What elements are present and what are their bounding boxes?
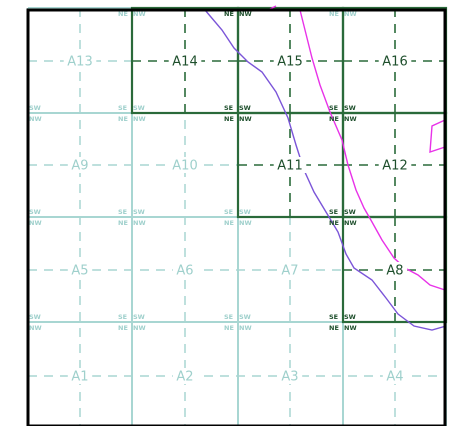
cell-label-bg bbox=[273, 53, 307, 69]
cell-label-bg bbox=[382, 368, 408, 384]
corner-label: SW bbox=[344, 104, 356, 112]
corner-label: SW bbox=[239, 208, 251, 216]
corner-label: SW bbox=[133, 313, 145, 321]
corner-label: NW bbox=[29, 324, 42, 332]
corner-label: NE bbox=[118, 324, 128, 332]
cell-label-a9: A9 bbox=[71, 159, 88, 174]
cell-label-bg bbox=[63, 53, 97, 69]
cell-label-a13: A13 bbox=[67, 55, 92, 70]
corner-label: NW bbox=[344, 115, 357, 123]
cell-label-bg bbox=[378, 53, 412, 69]
corner-label: NW bbox=[133, 10, 146, 18]
corner-label-layer: NE NW SE SW NE NW SE SW NE NW SE SW NE NW NE NW SE SW NE NW… bbox=[29, 10, 357, 332]
cell-label-bg bbox=[168, 157, 202, 173]
corner-label: SW bbox=[239, 313, 251, 321]
cell-label-a7: A7 bbox=[281, 264, 298, 279]
corner-label: SE bbox=[118, 313, 127, 321]
corner-label: NE bbox=[329, 324, 339, 332]
corner-label: SE bbox=[329, 313, 338, 321]
corner-label: NE bbox=[224, 10, 234, 18]
corner-label: SW bbox=[29, 208, 41, 216]
corner-label: NE bbox=[329, 219, 339, 227]
cell-label-bg bbox=[67, 157, 93, 173]
corner-label: SE bbox=[118, 104, 127, 112]
corner-label: NE bbox=[329, 115, 339, 123]
cell-label-a6: A6 bbox=[176, 264, 193, 279]
cell-label-bg bbox=[67, 262, 93, 278]
corner-label: NW bbox=[239, 115, 252, 123]
corner-label: NW bbox=[344, 10, 357, 18]
corner-label: NE bbox=[118, 115, 128, 123]
cell-label-a3: A3 bbox=[281, 370, 298, 385]
corner-label: NW bbox=[344, 324, 357, 332]
cell-label-a14: A14 bbox=[172, 55, 197, 70]
cell-label-a16: A16 bbox=[382, 55, 407, 70]
corner-label: NW bbox=[133, 219, 146, 227]
corner-label: SW bbox=[239, 104, 251, 112]
corner-label: SW bbox=[133, 208, 145, 216]
corner-label: SE bbox=[224, 313, 233, 321]
corner-label: NE bbox=[224, 115, 234, 123]
cell-label-a5: A5 bbox=[71, 264, 88, 279]
cell-label-bg bbox=[277, 262, 303, 278]
cell-label-bg bbox=[277, 368, 303, 384]
corner-label: SW bbox=[344, 208, 356, 216]
cell-label-bg bbox=[67, 368, 93, 384]
boundary-line-purple bbox=[204, 9, 447, 331]
corner-label: SW bbox=[29, 313, 41, 321]
corner-label: NE bbox=[118, 10, 128, 18]
corner-label: NW bbox=[239, 10, 252, 18]
corner-label: NE bbox=[118, 219, 128, 227]
cell-label-bg bbox=[172, 262, 198, 278]
cell-label-a2: A2 bbox=[176, 370, 193, 385]
corner-label: NW bbox=[239, 219, 252, 227]
cell-label-bg bbox=[168, 53, 202, 69]
corner-label: NE bbox=[329, 10, 339, 18]
corner-label: SE bbox=[224, 208, 233, 216]
cell-label-a8: A8 bbox=[386, 264, 403, 279]
corner-label: NW bbox=[29, 219, 42, 227]
corner-label: SE bbox=[118, 208, 127, 216]
corner-label: NE bbox=[224, 324, 234, 332]
cell-label-a10: A10 bbox=[172, 159, 197, 174]
corner-label: NW bbox=[133, 324, 146, 332]
cell-label-bg bbox=[172, 368, 198, 384]
cell-label-a11: A11 bbox=[277, 159, 302, 174]
corner-label: NE bbox=[224, 219, 234, 227]
cell-label-bg bbox=[382, 262, 408, 278]
corner-label: NW bbox=[133, 115, 146, 123]
cell-label-bg bbox=[273, 157, 307, 173]
map-frame bbox=[26, 8, 447, 426]
cell-label-bg bbox=[378, 157, 412, 173]
corner-label: SW bbox=[133, 104, 145, 112]
cell-label-layer: A13 A14 A15 A16 A9 A10 A11 A12 A5 A6 A7 A8 A1 A2 A3 A4 bbox=[63, 53, 412, 385]
corner-label: SW bbox=[344, 313, 356, 321]
corner-label: SE bbox=[329, 104, 338, 112]
corner-label: SE bbox=[224, 104, 233, 112]
corner-label: SW bbox=[29, 104, 41, 112]
cell-label-a1: A1 bbox=[71, 370, 88, 385]
corner-label: NW bbox=[29, 115, 42, 123]
cell-label-a12: A12 bbox=[382, 159, 407, 174]
cell-label-a15: A15 bbox=[277, 55, 302, 70]
corner-label: NW bbox=[239, 324, 252, 332]
cell-label-a4: A4 bbox=[386, 370, 403, 385]
corner-label: SE bbox=[329, 208, 338, 216]
corner-label: NW bbox=[344, 219, 357, 227]
